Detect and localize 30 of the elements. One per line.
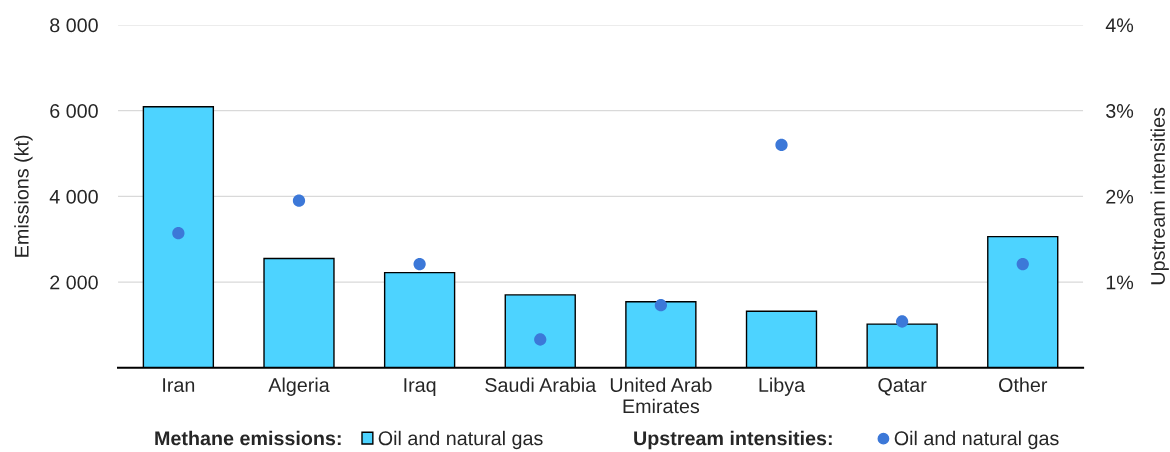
x-tick-label: Qatar xyxy=(878,378,927,396)
x-tick-label: Other xyxy=(999,377,1048,392)
legend-label: Oil and natural gas xyxy=(378,430,543,450)
text: Methane emissions: xyxy=(155,430,341,446)
x-tick-label: Iran xyxy=(163,378,195,392)
point xyxy=(292,194,306,207)
y2-tick-label: 3% xyxy=(1106,104,1134,118)
y2-tick-label: 4% xyxy=(1105,18,1134,33)
y-tick-label: 8 000 xyxy=(50,18,98,33)
y-tick-label: 6 000 xyxy=(50,104,98,118)
text: Upstream intensities: xyxy=(634,430,832,450)
x-tick-label: Iraq xyxy=(404,378,436,396)
point xyxy=(172,227,185,240)
point xyxy=(654,299,668,312)
x-tick-label: Saudi Arabia xyxy=(485,377,597,392)
y2-tick-label: 2% xyxy=(1106,189,1134,204)
point xyxy=(775,138,788,152)
y-axis-title: Emissions (kt) xyxy=(14,135,33,257)
x-tick-label: Libya xyxy=(759,377,806,396)
legend-label: Oil and natural gas xyxy=(894,430,1059,450)
y2-axis-title: Upstream intensities xyxy=(1150,107,1169,285)
y2-tick-label: 1% xyxy=(1106,275,1134,290)
point xyxy=(896,315,909,328)
x-tick-label: Algeria xyxy=(268,377,330,396)
point xyxy=(534,333,547,346)
point xyxy=(413,257,426,271)
point xyxy=(1016,257,1029,271)
y-tick-label: 2 000 xyxy=(50,275,98,290)
y-tick-label: 4 000 xyxy=(49,189,98,204)
x-tick-label: United Arab Emirates xyxy=(610,377,712,414)
